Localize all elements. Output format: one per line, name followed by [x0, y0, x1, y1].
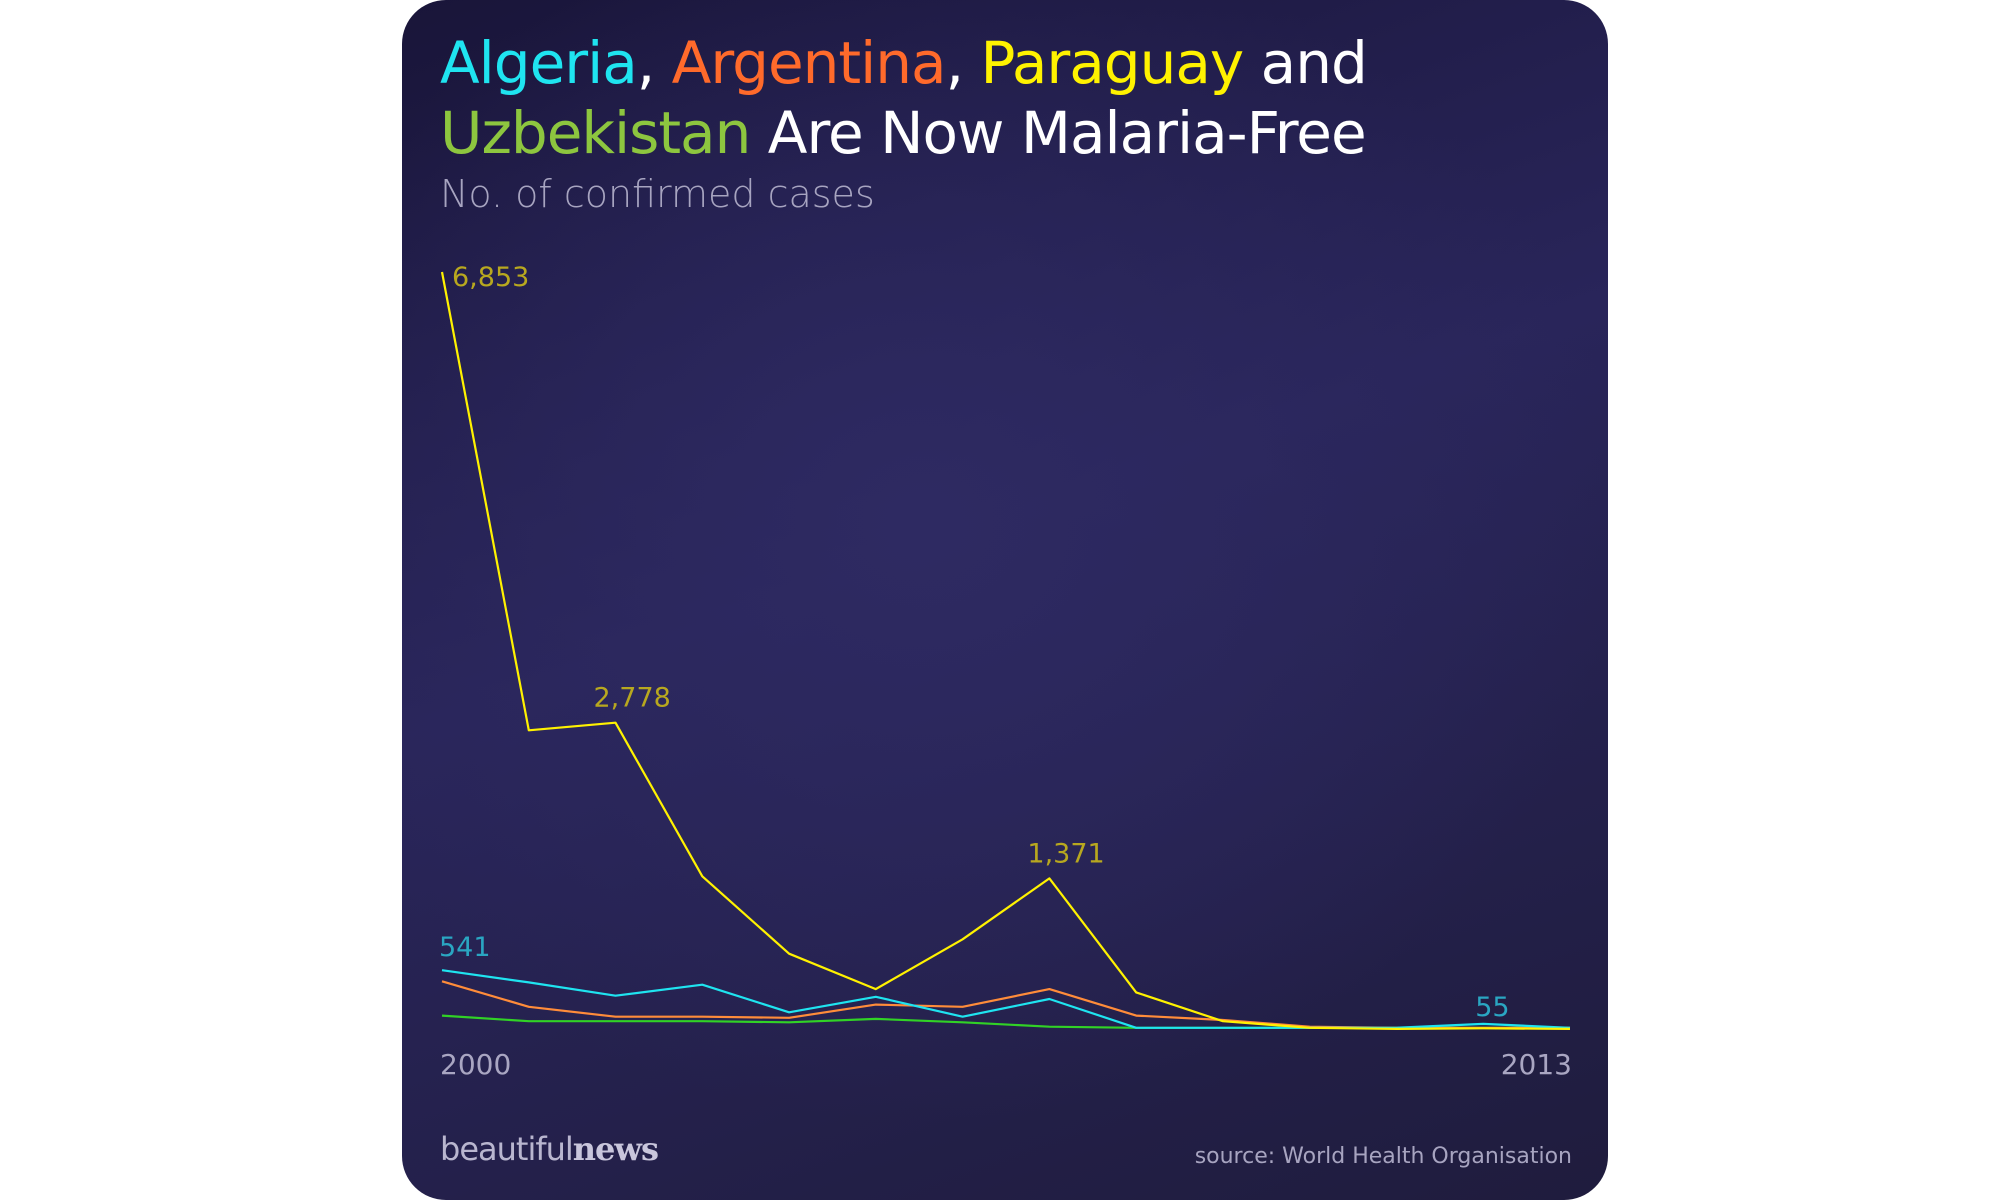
logo-light-text: beautiful [440, 1130, 574, 1168]
data-label-algeria-2012: 55 [1475, 992, 1509, 1023]
data-label-paraguay-2002: 2,778 [594, 683, 671, 714]
chart-title: Algeria, Argentina, Paraguay and Uzbekist… [440, 28, 1368, 168]
title-paraguay: Paraguay [980, 29, 1244, 97]
chart-subtitle: No. of confirmed cases [440, 172, 875, 216]
x-tick-label-2000: 2000 [440, 1048, 511, 1081]
title-rest: Are Now Malaria-Free [750, 99, 1367, 167]
source-note: source: World Health Organisation [1194, 1144, 1572, 1169]
logo-bold-text: news [572, 1130, 659, 1168]
series-line-uzbekistan [441, 1014, 1570, 1029]
title-argentina: Argentina [671, 29, 947, 97]
data-label-paraguay-2007: 1,371 [1027, 838, 1104, 869]
x-tick-label-2013: 2013 [1501, 1048, 1572, 1081]
title-sep-2: , [945, 29, 981, 97]
title-sep-1: , [636, 29, 672, 97]
title-and: and [1243, 29, 1368, 97]
line-chart: 6,853 2,778 1,371 541 55 2000 2013 [439, 262, 1572, 1081]
series-line-paraguay [440, 271, 1571, 1031]
data-label-paraguay-2000: 6,853 [452, 262, 529, 293]
chart-card: Algeria, Argentina, Paraguay and Uzbekist… [402, 0, 1608, 1200]
title-algeria: Algeria [440, 29, 638, 97]
data-label-algeria-2000: 541 [439, 932, 491, 963]
beautiful-news-logo: beautifulnews [440, 1130, 659, 1168]
title-uzbekistan: Uzbekistan [440, 99, 751, 167]
